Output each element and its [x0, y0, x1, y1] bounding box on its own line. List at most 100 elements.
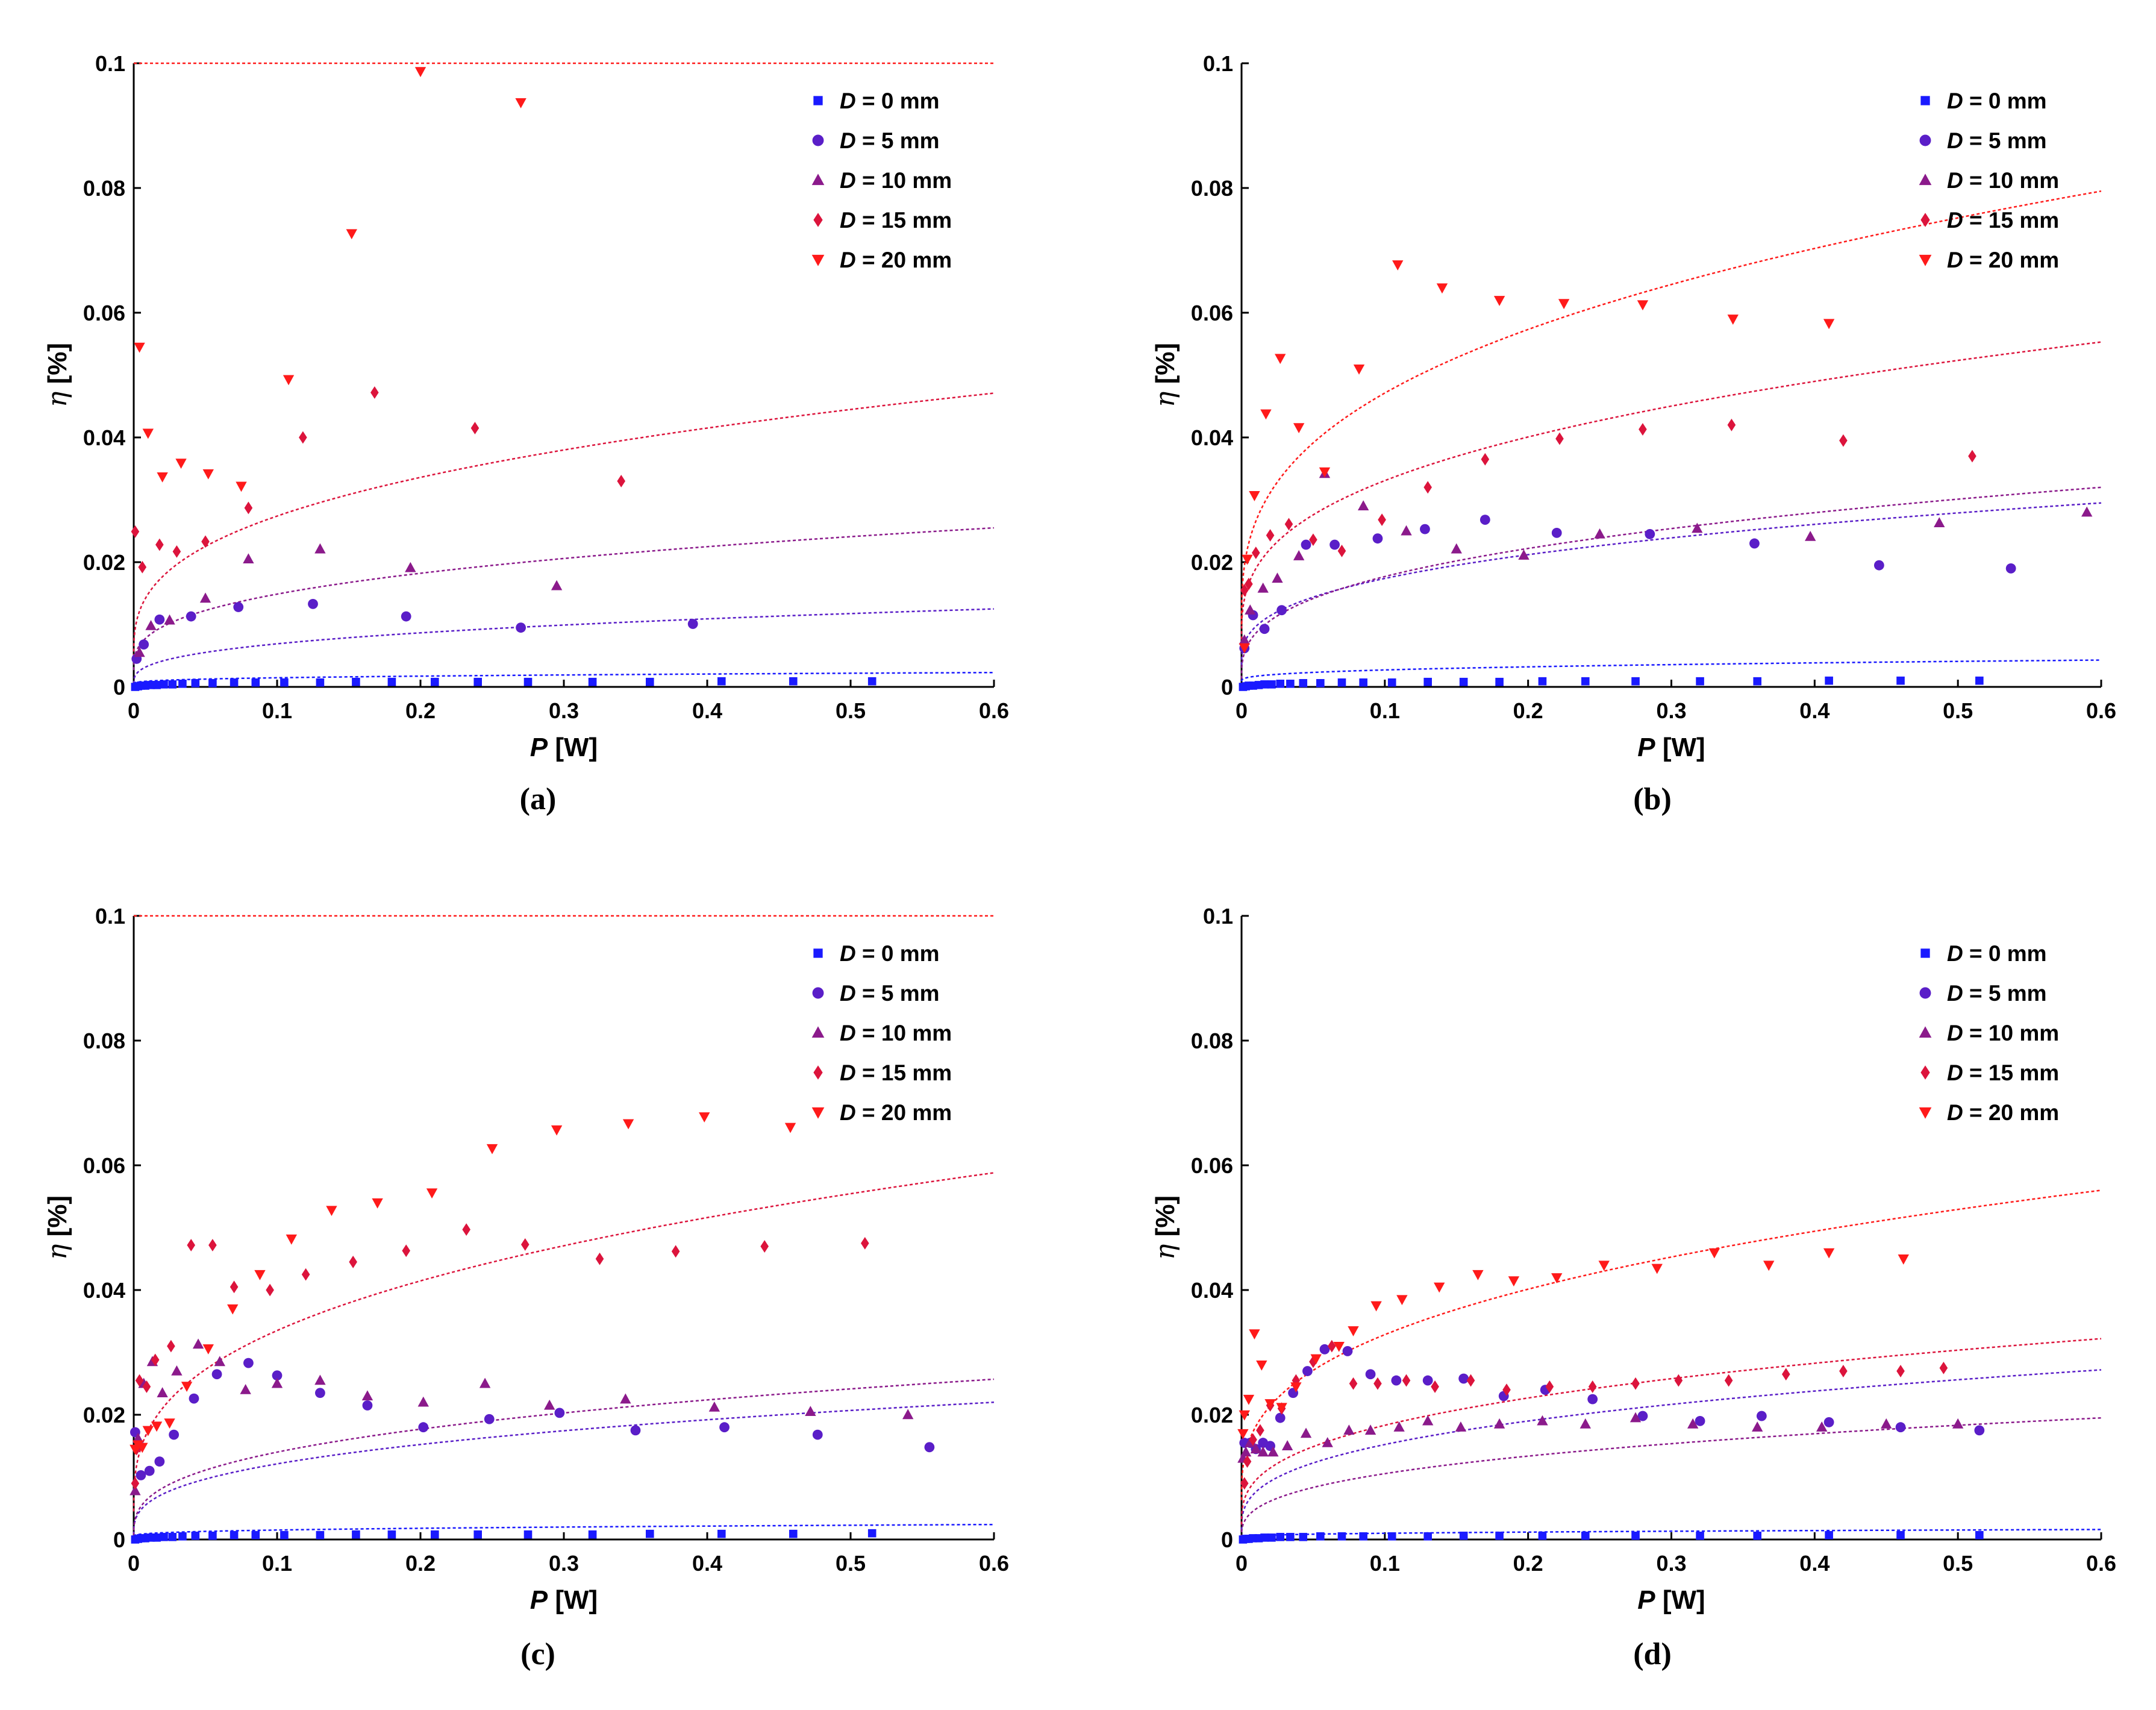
data-point	[1896, 1365, 1905, 1377]
x-axis-variable: P	[1637, 1585, 1655, 1615]
y-tick-label: 0	[1221, 1527, 1233, 1552]
legend-marker	[811, 254, 825, 266]
data-point	[160, 1533, 168, 1541]
legend: D = 0 mmD = 5 mmD = 10 mmD = 15 mmD = 20…	[1919, 89, 2059, 272]
data-point	[1240, 584, 1249, 597]
data-point	[1952, 1418, 1964, 1429]
data-point	[1974, 1425, 1985, 1436]
y-tick-label: 0.02	[1191, 1403, 1233, 1427]
data-point	[1391, 1375, 1402, 1386]
data-point	[1873, 560, 1884, 571]
data-point	[1402, 1374, 1411, 1387]
trend-line	[1240, 341, 2102, 640]
data-point	[1895, 1422, 1906, 1433]
y-tick-label: 0.04	[1191, 425, 1233, 450]
data-point	[1580, 1418, 1591, 1429]
data-point	[617, 475, 625, 487]
data-point	[1459, 677, 1468, 686]
data-point	[1939, 1361, 1948, 1374]
data-point	[1337, 1532, 1346, 1541]
legend-marker	[1920, 1065, 1930, 1080]
data-point	[316, 678, 325, 687]
series-3	[131, 1223, 869, 1490]
legend: D = 0 mmD = 5 mmD = 10 mmD = 15 mmD = 20…	[1919, 941, 2059, 1125]
legend-label: D = 15 mm	[840, 208, 952, 233]
legend-variable: D	[1947, 208, 1963, 233]
data-point	[1392, 260, 1404, 271]
data-point	[1342, 1346, 1353, 1356]
data-point	[520, 1238, 530, 1251]
data-point	[160, 680, 168, 689]
legend-text: = 10 mm	[1963, 168, 2059, 193]
data-point	[431, 677, 439, 686]
data-point	[130, 1485, 141, 1495]
y-axis-label: η [%]	[1150, 343, 1181, 407]
data-point	[2005, 563, 2016, 574]
data-point	[240, 1384, 251, 1394]
data-point	[1420, 524, 1430, 534]
data-point	[784, 1123, 796, 1133]
data-point	[1502, 1383, 1511, 1396]
data-point	[208, 1239, 217, 1251]
x-axis-variable: P	[530, 1585, 548, 1615]
data-point	[314, 543, 326, 554]
data-point	[1396, 1295, 1408, 1306]
legend-marker	[1919, 1026, 1932, 1038]
x-tick-label: 0	[1236, 1551, 1248, 1576]
y-tick-label: 0.1	[95, 51, 125, 76]
data-point	[1975, 1530, 1984, 1539]
legend-marker	[1919, 1107, 1932, 1119]
data-point	[1674, 1374, 1683, 1387]
legend-marker	[1920, 96, 1930, 105]
data-point	[1581, 1531, 1590, 1540]
data-point	[1378, 513, 1386, 527]
data-point	[1537, 1415, 1548, 1426]
y-tick-label: 0.04	[83, 425, 125, 450]
data-point	[1629, 1412, 1642, 1423]
data-point	[1631, 1377, 1640, 1390]
data-point	[145, 619, 157, 630]
data-point	[254, 1270, 266, 1280]
x-tick-label: 0.1	[262, 1551, 292, 1576]
data-point	[719, 1422, 730, 1433]
data-point	[699, 1112, 710, 1123]
data-point	[1240, 1446, 1252, 1457]
data-point	[152, 1533, 161, 1542]
data-point	[151, 1421, 163, 1432]
legend-text: = 5 mm	[1963, 981, 2047, 1006]
y-tick-label: 0.02	[83, 1403, 125, 1427]
legend-marker	[1920, 948, 1930, 958]
x-tick-label: 0.3	[1656, 698, 1686, 723]
series-0	[131, 1529, 876, 1544]
legend-text: = 15 mm	[1963, 208, 2059, 233]
data-point	[1387, 678, 1396, 687]
data-point	[1267, 1533, 1276, 1542]
legend-variable: D	[840, 941, 856, 966]
x-tick-label: 0.3	[1656, 1551, 1686, 1576]
data-point	[164, 1418, 175, 1429]
data-point	[1348, 1326, 1359, 1336]
data-point	[1357, 500, 1369, 511]
y-tick-label: 0.08	[83, 176, 125, 201]
data-point	[414, 67, 427, 78]
x-tick-label: 0	[128, 1551, 140, 1576]
x-axis-unit: [W]	[548, 733, 598, 762]
legend-marker	[811, 174, 825, 186]
legend-marker	[1919, 254, 1932, 266]
data-point	[271, 1377, 283, 1388]
data-point	[1508, 1276, 1520, 1287]
data-point	[1319, 1344, 1330, 1355]
data-point	[1281, 1440, 1293, 1450]
data-point	[544, 1399, 555, 1410]
data-point	[1727, 418, 1736, 431]
x-tick-label: 0.5	[836, 1551, 866, 1576]
data-point	[1545, 1380, 1554, 1393]
legend-variable: D	[840, 208, 856, 233]
series-4	[130, 1112, 796, 1455]
legend-label: D = 20 mm	[1947, 1100, 2059, 1125]
data-point	[620, 1393, 631, 1404]
data-point	[168, 1533, 177, 1541]
data-point	[1276, 1403, 1287, 1414]
data-point	[588, 1530, 597, 1539]
data-point	[138, 560, 147, 574]
